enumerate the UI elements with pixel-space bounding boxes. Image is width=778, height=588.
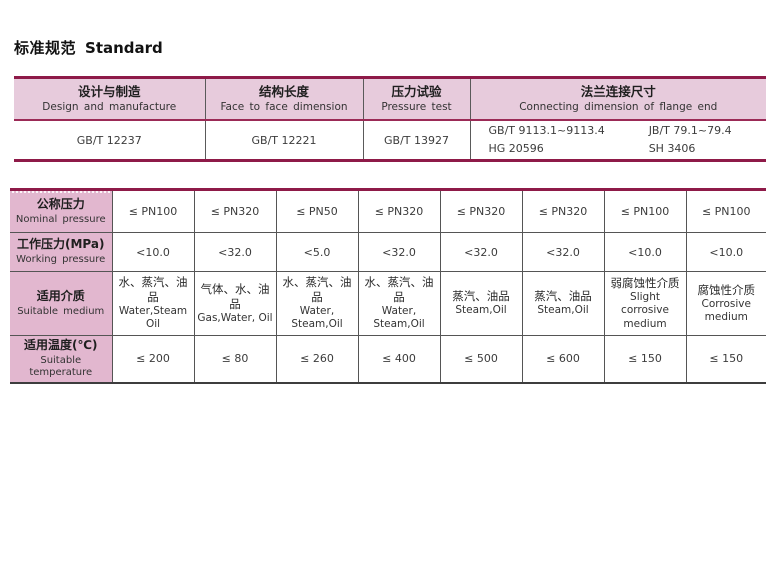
medium-en: Gas,Water, Oil xyxy=(197,311,273,324)
flange-standards: GB/T 9113.1~9113.4 HG 20596 JB/T 79.1~79… xyxy=(473,122,765,157)
flange-standard: SH 3406 xyxy=(648,142,696,155)
header-en: Pressure test xyxy=(381,101,452,114)
suitable-temperature-value: ≤ 150 xyxy=(603,334,687,383)
medium-en: Water,Steam Oil xyxy=(118,305,188,331)
suitable-medium-value: 水、蒸汽、油品 Water, Steam,Oil xyxy=(275,271,359,336)
working-pressure-value: <32.0 xyxy=(193,232,277,272)
medium-en: Corrosive medium xyxy=(701,297,751,323)
working-pressure-value: <10.0 xyxy=(603,232,687,272)
medium-en: Water, Steam,Oil xyxy=(291,305,343,331)
flange-standard-value: GB/T 9113.1~9113.4 HG 20596 JB/T 79.1~79… xyxy=(469,120,766,161)
suitable-temperature-value: ≤ 200 xyxy=(111,334,195,383)
suitable-medium-value: 水、蒸汽、油品 Water, Steam,Oil xyxy=(357,271,441,336)
suitable-temperature-value: ≤ 600 xyxy=(521,334,605,383)
spec-row-working-pressure: 工作压力(MPa) Working pressure <10.0 <32.0 <… xyxy=(10,232,766,272)
standards-header-design: 设计与制造 Design and manufacture xyxy=(14,77,205,121)
suitable-temperature-value: ≤ 400 xyxy=(357,334,441,383)
medium-zh: 蒸汽、油品 xyxy=(452,289,510,304)
working-pressure-value: <32.0 xyxy=(357,232,441,272)
medium-zh: 气体、水、油品 xyxy=(200,282,270,311)
spec-row-nominal-pressure: 公称压力 Nominal pressure ≤ PN100 ≤ PN320 ≤ … xyxy=(10,189,766,233)
row-header-zh: 工作压力(MPa) xyxy=(17,237,105,252)
row-header-en: Suitable medium xyxy=(17,305,105,317)
nominal-pressure-value: ≤ PN100 xyxy=(111,189,195,233)
standards-header-pressure: 压力试验 Pressure test xyxy=(362,77,470,121)
suitable-temperature-value: ≤ 80 xyxy=(193,334,277,383)
flange-standard: HG 20596 xyxy=(488,142,544,155)
page-title-zh: 标准规范 xyxy=(14,39,77,57)
row-header-en: Working pressure xyxy=(16,254,106,266)
medium-zh: 水、蒸汽、油品 xyxy=(118,275,188,305)
suitable-temperature-value: ≤ 260 xyxy=(275,334,359,383)
page-title: 标准规范 Standard xyxy=(14,37,163,58)
nominal-pressure-value: ≤ PN100 xyxy=(603,189,687,233)
suitable-medium-value: 水、蒸汽、油品 Water,Steam Oil xyxy=(111,271,195,336)
scan-artifact-dotted-line xyxy=(12,191,110,193)
spec-row-suitable-medium: 适用介质 Suitable medium 水、蒸汽、油品 Water,Steam… xyxy=(10,271,766,336)
medium-en: Steam,Oil xyxy=(537,304,589,317)
suitable-temperature-value: ≤ 150 xyxy=(685,334,766,383)
nominal-pressure-value: ≤ PN320 xyxy=(193,189,277,233)
working-pressure-value: <32.0 xyxy=(521,232,605,272)
standards-header-row: 设计与制造 Design and manufacture 结构长度 Face t… xyxy=(14,77,766,121)
medium-zh: 腐蚀性介质 xyxy=(697,282,756,297)
design-standard-value: GB/T 12237 xyxy=(76,133,142,147)
spec-row-suitable-temperature: 适用温度(℃) Suitable temperature ≤ 200 ≤ 80 … xyxy=(10,334,766,383)
medium-zh: 蒸汽、油品 xyxy=(534,289,592,304)
row-header-zh: 适用介质 xyxy=(36,288,85,303)
row-header-en: Nominal pressure xyxy=(15,213,106,225)
nominal-pressure-value: ≤ PN320 xyxy=(439,189,523,233)
row-header-nominal-pressure: 公称压力 Nominal pressure xyxy=(10,189,113,233)
flange-standards-group1: GB/T 9113.1~9113.4 HG 20596 xyxy=(489,122,605,157)
row-header-suitable-temperature: 适用温度(℃) Suitable temperature xyxy=(10,334,113,383)
working-pressure-value: <5.0 xyxy=(275,232,359,272)
pressure-standard-value: GB/T 13927 xyxy=(362,120,470,161)
working-pressure-value: <32.0 xyxy=(439,232,523,272)
suitable-medium-value: 弱腐蚀性介质 Slight corrosive medium xyxy=(603,271,687,336)
medium-en: Slight corrosive medium xyxy=(621,291,669,330)
working-pressure-value: <10.0 xyxy=(111,232,195,272)
nominal-pressure-value: ≤ PN100 xyxy=(685,189,766,233)
header-en: Connecting dimension of flange end xyxy=(519,101,718,114)
working-pressure-value: <10.0 xyxy=(685,232,766,272)
header-en: Face to face dimension xyxy=(220,101,348,114)
suitable-medium-value: 腐蚀性介质 Corrosive medium xyxy=(685,271,766,336)
suitable-medium-value: 蒸汽、油品 Steam,Oil xyxy=(521,271,605,336)
row-header-en: Suitable temperature xyxy=(29,354,93,379)
header-zh: 结构长度 xyxy=(258,83,309,99)
header-zh: 压力试验 xyxy=(391,83,442,99)
medium-en: Water, Steam,Oil xyxy=(373,305,425,331)
nominal-pressure-value: ≤ PN320 xyxy=(357,189,441,233)
spec-table: 公称压力 Nominal pressure ≤ PN100 ≤ PN320 ≤ … xyxy=(10,188,766,384)
suitable-temperature-value: ≤ 500 xyxy=(439,334,523,383)
medium-en: Steam,Oil xyxy=(455,304,507,317)
medium-zh: 水、蒸汽、油品 xyxy=(282,275,352,305)
row-header-suitable-medium: 适用介质 Suitable medium xyxy=(10,271,113,336)
row-header-zh: 公称压力 xyxy=(36,196,85,211)
standards-header-flange: 法兰连接尺寸 Connecting dimension of flange en… xyxy=(469,77,766,121)
nominal-pressure-value: ≤ PN50 xyxy=(275,189,359,233)
flange-standards-group2: JB/T 79.1~79.4 SH 3406 xyxy=(649,122,732,157)
page-title-en: Standard xyxy=(85,39,163,57)
medium-zh: 弱腐蚀性介质 xyxy=(610,276,680,291)
medium-zh: 水、蒸汽、油品 xyxy=(364,275,434,305)
header-zh: 法兰连接尺寸 xyxy=(580,83,656,99)
standards-value-row: GB/T 12237 GB/T 12221 GB/T 13927 GB/T 91… xyxy=(14,120,766,161)
nominal-pressure-value: ≤ PN320 xyxy=(521,189,605,233)
flange-standard: GB/T 9113.1~9113.4 xyxy=(488,124,605,138)
row-header-working-pressure: 工作压力(MPa) Working pressure xyxy=(10,232,113,272)
header-zh: 设计与制造 xyxy=(77,83,141,99)
header-en: Design and manufacture xyxy=(42,101,177,114)
suitable-medium-value: 蒸汽、油品 Steam,Oil xyxy=(439,271,523,336)
flange-standard: JB/T 79.1~79.4 xyxy=(648,124,732,138)
suitable-medium-value: 气体、水、油品 Gas,Water, Oil xyxy=(193,271,277,336)
standards-header-face: 结构长度 Face to face dimension xyxy=(204,77,363,121)
row-header-zh: 适用温度(℃) xyxy=(23,338,98,352)
face-standard-value: GB/T 12221 xyxy=(204,120,363,161)
standards-table: 设计与制造 Design and manufacture 结构长度 Face t… xyxy=(14,76,766,162)
